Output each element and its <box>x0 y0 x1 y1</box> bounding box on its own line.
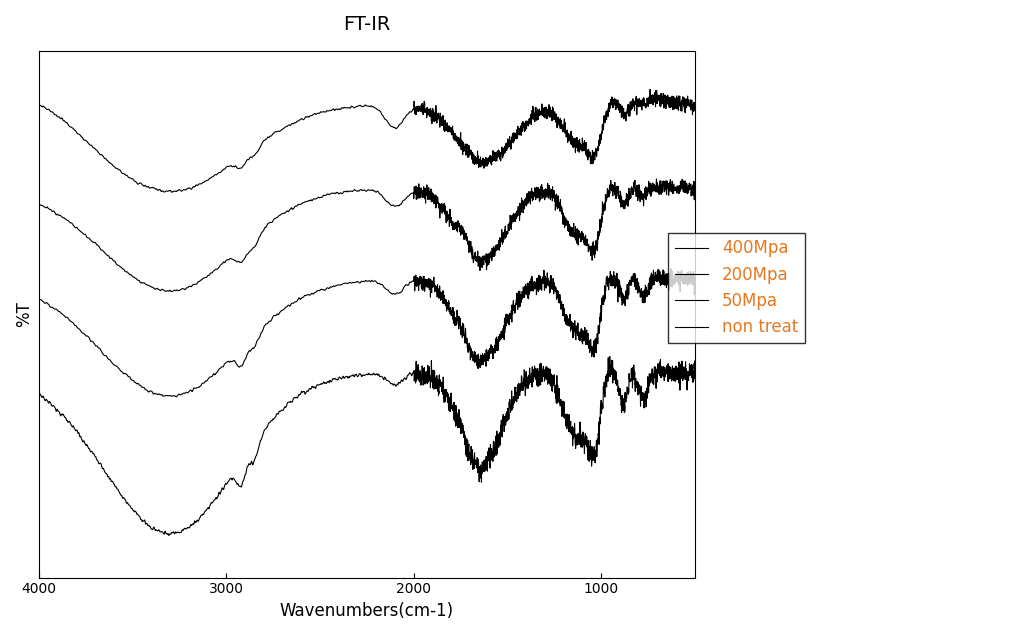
200Mpa <box>422 276 434 283</box>
200Mpa <box>170 393 182 401</box>
400Mpa <box>32 392 44 399</box>
50Mpa <box>32 200 44 208</box>
non treat <box>450 137 462 144</box>
50Mpa <box>651 175 663 183</box>
200Mpa <box>270 312 282 319</box>
200Mpa <box>665 265 677 272</box>
400Mpa <box>270 412 282 420</box>
non treat <box>689 104 701 111</box>
Legend: 400Mpa, 200Mpa, 50Mpa, non treat: 400Mpa, 200Mpa, 50Mpa, non treat <box>668 232 805 343</box>
non treat <box>169 187 181 195</box>
50Mpa <box>165 288 177 295</box>
Title: FT-IR: FT-IR <box>343 15 391 34</box>
200Mpa <box>169 392 181 400</box>
400Mpa <box>689 368 701 375</box>
200Mpa <box>638 293 651 301</box>
400Mpa <box>638 396 651 403</box>
50Mpa <box>342 188 355 196</box>
200Mpa <box>689 283 701 290</box>
50Mpa <box>689 179 701 187</box>
non treat <box>32 101 44 109</box>
400Mpa <box>450 422 462 430</box>
Line: 400Mpa: 400Mpa <box>38 356 695 535</box>
200Mpa <box>342 279 355 287</box>
50Mpa <box>422 195 434 203</box>
non treat <box>422 105 434 113</box>
400Mpa <box>169 528 181 536</box>
non treat <box>165 189 177 196</box>
non treat <box>342 104 355 112</box>
non treat <box>644 86 657 93</box>
50Mpa <box>450 225 462 233</box>
non treat <box>638 102 651 109</box>
400Mpa <box>422 378 434 386</box>
Line: non treat: non treat <box>38 90 695 192</box>
50Mpa <box>638 193 651 201</box>
non treat <box>270 128 282 136</box>
400Mpa <box>163 531 175 539</box>
400Mpa <box>342 373 355 381</box>
Line: 50Mpa: 50Mpa <box>38 179 695 291</box>
50Mpa <box>169 287 181 295</box>
X-axis label: Wavenumbers(cm-1): Wavenumbers(cm-1) <box>279 602 454 620</box>
Line: 200Mpa: 200Mpa <box>38 269 695 397</box>
50Mpa <box>270 214 282 222</box>
Y-axis label: %T: %T <box>15 301 33 327</box>
200Mpa <box>32 295 44 303</box>
200Mpa <box>450 318 462 325</box>
400Mpa <box>603 352 616 360</box>
